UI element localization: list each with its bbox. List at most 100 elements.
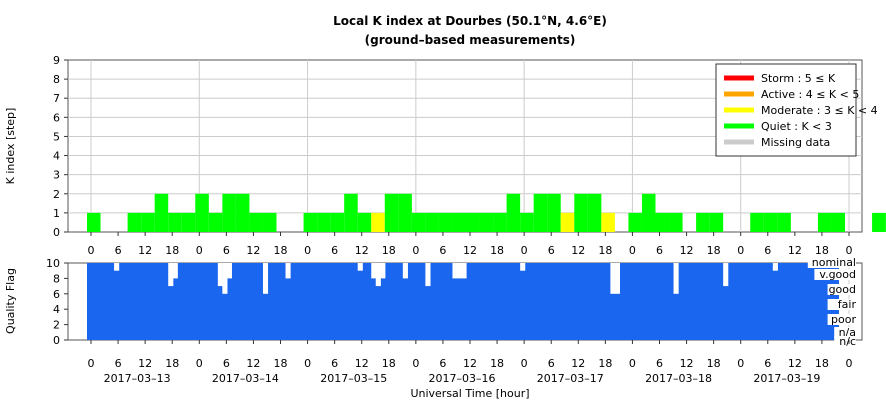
quality-x-tick-label: 12 [355,357,369,370]
date-label: 2017–03–17 [537,372,604,385]
quality-gap [217,263,223,287]
k-bar [466,212,480,232]
k-x-tick-label: 0 [629,244,636,257]
quality-x-tick-label: 12 [680,357,694,370]
k-y-ticks: 0 1 2 3 4 5 6 7 8 9 [53,54,68,239]
k-bar [831,212,845,232]
k-y-tick-label: 4 [53,150,60,163]
k-bar [330,212,345,232]
k-y-tick-label: 7 [53,92,60,105]
quality-level-label: v.good [819,268,856,281]
k-bar [655,212,670,232]
quality-gap [402,263,408,279]
x-axis-label: Universal Time [hour] [410,387,529,400]
quality-gap [723,263,729,287]
quality-level-bg [807,257,856,268]
quality-gap [456,263,463,279]
k-x-tick-label: 6 [115,244,122,257]
quality-x-tick-label: 6 [548,357,555,370]
quality-x-tick-label: 18 [707,357,721,370]
k-bar [235,193,250,232]
quality-y-ticks: 0 2 4 6 8 10 [46,257,68,347]
k-x-tick-label: 18 [707,244,721,257]
k-x-tick-label: 12 [463,244,477,257]
quality-gap [375,263,381,287]
k-bar [344,193,358,232]
k-bar [520,212,534,232]
k-bar [384,193,399,232]
k-x-tick-label: 18 [815,244,829,257]
quality-x-tick-label: 12 [463,357,477,370]
date-label: 2017–03–14 [212,372,279,385]
k-x-tick-label: 0 [737,244,744,257]
quality-gap [452,263,458,279]
k-x-tick-label: 12 [246,244,260,257]
k-bar [208,212,223,232]
k-bar [479,212,494,232]
quality-level-label: n/c [839,335,856,348]
quality-x-tick-label: 0 [304,357,311,370]
k-x-tick-label: 0 [304,244,311,257]
k-y-tick-label: 1 [53,207,60,220]
quality-y-tick-label: 10 [46,257,60,270]
quality-x-tick-label: 12 [788,357,802,370]
k-bar [493,212,507,232]
k-x-tick-label: 6 [223,244,230,257]
k-x-tick-label: 6 [656,244,663,257]
quality-level-label: good [829,283,856,296]
k-bar [452,212,466,232]
k-bar [411,212,426,232]
quality-level-label: poor [831,313,856,326]
quality-gap [285,263,291,279]
quality-x-tick-label: 6 [439,357,446,370]
k-x-tick-label: 12 [355,244,369,257]
quality-gap [226,263,232,279]
quality-x-tick-label: 18 [382,357,396,370]
quality-y-tick-label: 4 [53,303,60,316]
quality-level-label: nominal [812,256,856,269]
quality-x-tick-label: 6 [656,357,663,370]
quality-gap [371,263,377,279]
chart-subtitle: (ground–based measurements) [365,33,576,47]
quality-gap [262,263,269,294]
legend: Storm : 5 ≤ K Active : 4 ≤ K < 5 Moderate … [715,63,878,157]
k-bar [533,193,548,232]
quality-bars [87,263,839,340]
k-x-tick-label: 0 [196,244,203,257]
k-x-tick-label: 12 [138,244,152,257]
k-bar [371,212,385,232]
quality-level-bg [827,299,856,310]
k-bar [560,212,575,232]
k-bar [750,212,764,232]
k-bar [154,193,169,232]
quality-gap [610,263,616,294]
quality-y-tick-label: 2 [53,319,60,332]
k-x-tick-label: 12 [571,244,585,257]
k-bar [168,212,182,232]
quality-x-tick-label: 12 [138,357,152,370]
quality-level-label: fair [838,298,857,311]
legend-items: Storm : 5 ≤ K Active : 4 ≤ K < 5 Moderate … [724,72,878,149]
quality-x-tick-label: 0 [412,357,419,370]
k-x-tick-label: 12 [680,244,694,257]
legend-label: Missing data [761,136,830,149]
k-y-tick-label: 0 [53,226,60,239]
k-bar [709,212,724,232]
k-x-tick-label: 18 [274,244,288,257]
k-y-tick-label: 5 [53,130,60,143]
quality-x-tick-label: 12 [246,357,260,370]
quality-x-tick-label: 6 [331,357,338,370]
k-bar [601,212,615,232]
quality-x-tick-label: 6 [223,357,230,370]
k-x-tick-label: 6 [548,244,555,257]
k-bar [195,193,209,232]
quality-gap [772,263,778,271]
k-bar [547,193,561,232]
k-bar [181,212,196,232]
quality-gap [380,263,386,279]
k-bar [425,212,439,232]
quality-x-tick-label: 0 [196,357,203,370]
